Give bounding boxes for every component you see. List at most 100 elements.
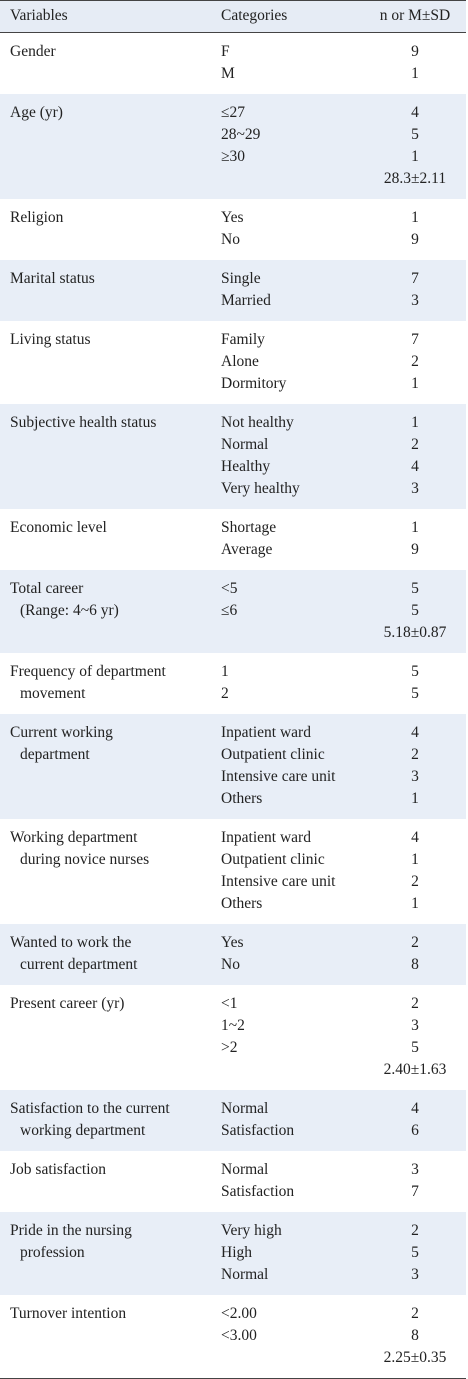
table-row: Working department during novice nurses In… (0, 819, 466, 924)
value-cell: 1 2 4 3 (364, 412, 466, 500)
variable-cell: Present career (yr) (0, 993, 221, 1081)
value-text: 9 (411, 231, 419, 248)
value-text: 4 (411, 458, 419, 475)
variable-text: Job satisfaction (10, 1161, 106, 1178)
category-text: Others (221, 790, 263, 807)
variable-cell: Turnover intention (0, 1303, 221, 1369)
category-text: F (221, 43, 230, 60)
value-text: 1 (411, 65, 419, 82)
value-text: 7 (411, 331, 419, 348)
category-cell: Normal Satisfaction (221, 1159, 364, 1203)
variable-text: Marital status (10, 270, 95, 287)
table-row: Turnover intention <2.00 <3.00 2 8 2.25±0.35 (0, 1295, 466, 1378)
summary-text: 28.3±2.11 (383, 170, 447, 187)
variable-text: department (20, 746, 90, 763)
value-text: 5 (411, 685, 419, 702)
category-text: Satisfaction (221, 1183, 295, 1200)
table-row: Living status Family Alone Dormitory 7 2 1 (0, 321, 466, 404)
category-text: 1~2 (221, 1017, 245, 1034)
summary-text: 2.25±0.35 (383, 1349, 447, 1366)
variable-text: Age (yr) (10, 104, 63, 121)
variable-text: Economic level (10, 519, 107, 536)
variable-text: Religion (10, 209, 64, 226)
category-text: Shortage (221, 519, 277, 536)
category-cell: <2.00 <3.00 (221, 1303, 364, 1369)
value-cell: 2 5 3 (364, 1220, 466, 1286)
variable-text: profession (20, 1244, 85, 1261)
value-cell: 7 2 1 (364, 329, 466, 395)
value-text: 2 (411, 1305, 419, 1322)
category-text: ≤27 (221, 104, 246, 121)
category-text: ≤6 (221, 602, 238, 619)
value-text: 4 (411, 1100, 419, 1117)
value-text: 1 (411, 790, 419, 807)
category-text: >2 (221, 1039, 238, 1056)
category-text: Inpatient ward (221, 724, 311, 741)
value-text: 1 (411, 519, 419, 536)
variable-cell: Marital status (0, 268, 221, 312)
value-text: 9 (411, 43, 419, 60)
value-text: 6 (411, 1122, 419, 1139)
category-cell: ≤27 28~29 ≥30 (221, 102, 364, 190)
value-text: 3 (411, 1266, 419, 1283)
value-text: 7 (411, 1183, 419, 1200)
category-text: No (221, 231, 240, 248)
value-cell: 4 5 1 28.3±2.11 (364, 102, 466, 190)
category-text: Normal (221, 436, 269, 453)
category-text: Alone (221, 353, 259, 370)
table-row: Marital status Single Married 7 3 (0, 260, 466, 321)
variable-text: Subjective health status (10, 414, 157, 431)
category-text: Dormitory (221, 375, 287, 392)
header-cell: n or M±SD (379, 7, 451, 24)
variable-text: current department (20, 956, 138, 973)
category-cell: Inpatient ward Outpatient clinic Intensive… (221, 827, 364, 915)
category-cell: Not healthy Normal Healthy Very healthy (221, 412, 364, 500)
category-text: Very high (221, 1222, 282, 1239)
category-cell: Family Alone Dormitory (221, 329, 364, 395)
variable-text: Total career (10, 580, 84, 597)
variable-text: Pride in the nursing (10, 1222, 132, 1239)
variable-cell: Living status (0, 329, 221, 395)
variable-cell: Gender (0, 41, 221, 85)
table-row: Religion Yes No 1 9 (0, 199, 466, 260)
variable-cell: Current working department (0, 722, 221, 810)
category-cell: <1 1~2 >2 (221, 993, 364, 1081)
category-text: Outpatient clinic (221, 746, 325, 763)
header-row: Variables Categories n or M±SD (0, 1, 466, 33)
category-text: Normal (221, 1161, 269, 1178)
variable-cell: Economic level (0, 517, 221, 561)
variable-text: Living status (10, 331, 91, 348)
value-text: 4 (411, 104, 419, 121)
variable-cell: Age (yr) (0, 102, 221, 190)
summary-text: 5.18±0.87 (383, 624, 447, 641)
variable-cell: Job satisfaction (0, 1159, 221, 1203)
category-text: No (221, 956, 240, 973)
value-text: 1 (411, 209, 419, 226)
value-text: 1 (411, 851, 419, 868)
category-text: ≥30 (221, 148, 246, 165)
value-text: 2 (411, 353, 419, 370)
variable-text: Satisfaction to the current (10, 1100, 170, 1117)
value-text: 3 (411, 480, 419, 497)
value-text: 3 (411, 768, 419, 785)
table-row: Wanted to work the current department Yes N… (0, 924, 466, 985)
variable-cell: Wanted to work the current department (0, 932, 221, 976)
value-text: 3 (411, 1017, 419, 1034)
variable-text: working department (20, 1122, 146, 1139)
table-row: Satisfaction to the current working depar… (0, 1090, 466, 1151)
value-cell: 4 2 3 1 (364, 722, 466, 810)
category-text: Not healthy (221, 414, 294, 431)
value-text: 8 (411, 1327, 419, 1344)
category-text: 1 (221, 663, 229, 680)
table-row: Subjective health status Not healthy Norma… (0, 404, 466, 509)
variable-cell: Pride in the nursing profession (0, 1220, 221, 1286)
